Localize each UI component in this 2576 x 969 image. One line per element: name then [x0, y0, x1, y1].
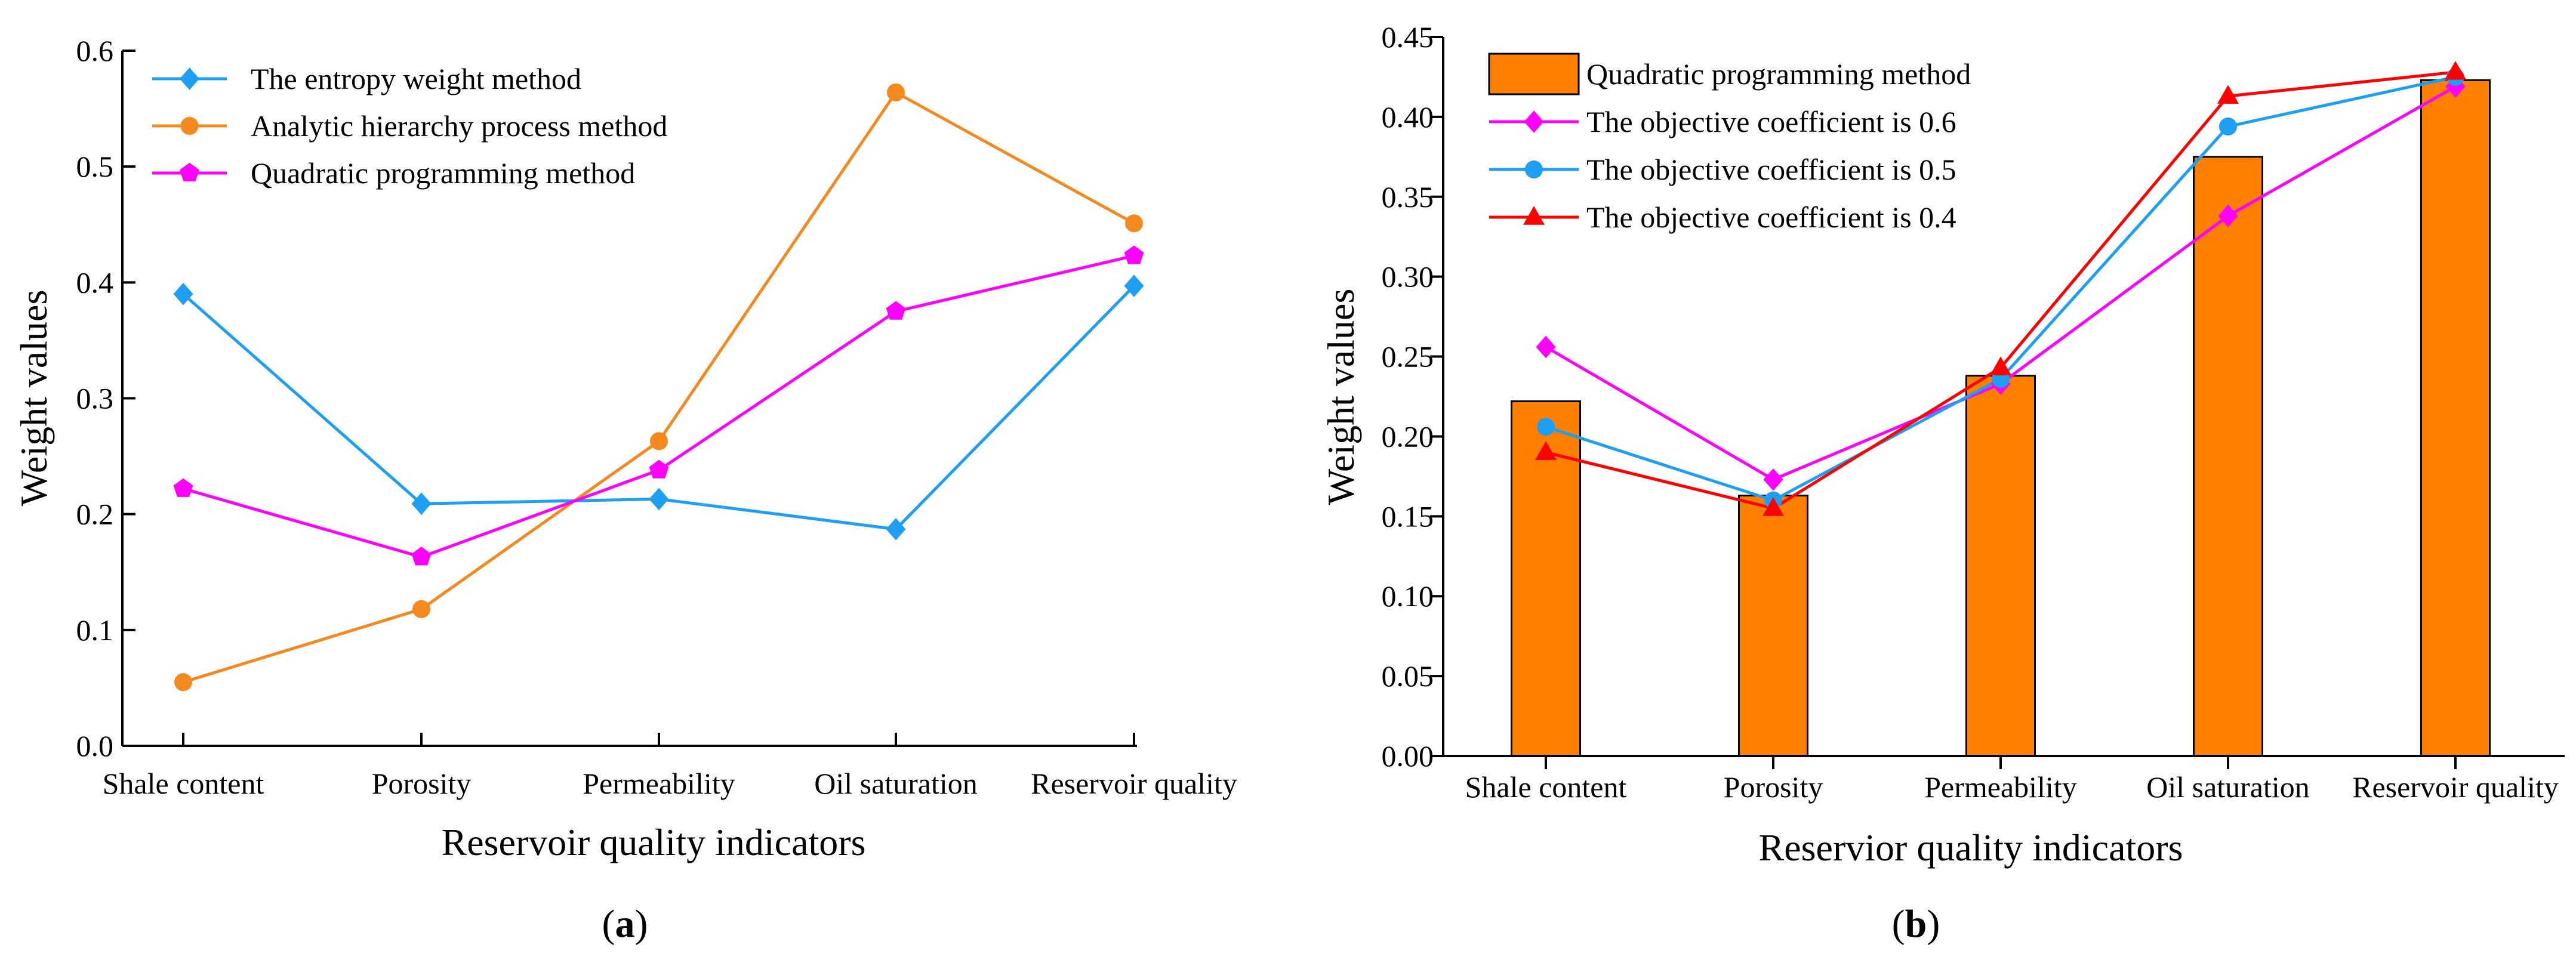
- x-tick-label: Oil saturation: [814, 767, 978, 800]
- x-axis-title: Reservoir quality indicators: [442, 821, 866, 863]
- legend-label: The entropy weight method: [251, 62, 581, 95]
- legend-marker: [180, 117, 199, 135]
- x-tick-label: Porosity: [372, 767, 472, 800]
- data-point: [1763, 468, 1783, 491]
- y-tick-label: 0.45: [1382, 20, 1434, 54]
- legend-marker: [1525, 161, 1543, 178]
- data-point: [1990, 356, 2011, 376]
- legend-label: Analytic hierarchy process method: [251, 109, 667, 143]
- legend-label: The objective coefficient is 0.4: [1586, 200, 1956, 234]
- caption-a: (a): [602, 902, 648, 946]
- y-tick-label: 0.35: [1382, 180, 1434, 214]
- data-point: [173, 283, 193, 305]
- data-point: [2445, 61, 2466, 80]
- data-point: [1537, 418, 1555, 436]
- data-point: [411, 492, 432, 515]
- x-tick-label: Permeability: [583, 767, 735, 800]
- y-tick-label: 0.15: [1382, 499, 1434, 533]
- bar: [2193, 156, 2263, 757]
- y-tick-label: 0.6: [76, 34, 114, 67]
- y-tick-label: 0.1: [76, 613, 114, 647]
- x-tick-label: Permeability: [1924, 770, 2077, 804]
- legend-label: Quadratic programming method: [1586, 57, 1971, 91]
- bar: [1738, 495, 1808, 757]
- bar: [1511, 400, 1581, 757]
- legend-label: Quadratic programming method: [251, 156, 635, 190]
- caption-b-letter: b: [1905, 902, 1927, 946]
- data-point: [1535, 441, 1557, 460]
- data-point: [650, 432, 668, 450]
- data-point: [1124, 274, 1144, 297]
- data-point: [886, 301, 906, 320]
- y-axis-title: Weight values: [1320, 289, 1362, 505]
- data-point: [2219, 117, 2237, 135]
- data-point: [2217, 85, 2239, 104]
- y-tick-label: 0.40: [1382, 100, 1434, 134]
- data-point: [1762, 497, 1784, 516]
- data-point: [886, 518, 906, 541]
- data-point: [174, 673, 192, 692]
- caption-a-letter: a: [615, 902, 635, 946]
- legend-marker: [1524, 110, 1544, 133]
- x-tick-label: Porosity: [1724, 770, 1823, 804]
- legend-label: The objective coefficient is 0.5: [1586, 153, 1956, 186]
- legend-swatch: [1488, 53, 1580, 95]
- data-point: [1124, 245, 1144, 264]
- y-tick-label: 0.0: [76, 729, 114, 763]
- caption-b: (b): [1892, 902, 1940, 946]
- x-tick-label: Reservoir quality: [2352, 770, 2559, 804]
- data-point: [411, 547, 432, 566]
- bar: [1965, 375, 2036, 757]
- y-tick-label: 0.30: [1382, 260, 1434, 294]
- x-tick-label: Shale content: [1465, 770, 1627, 804]
- y-tick-label: 0.3: [76, 382, 114, 415]
- legend-marker: [180, 162, 199, 181]
- y-tick-label: 0.25: [1382, 340, 1434, 374]
- x-tick-label: Reservoir quality: [1031, 767, 1237, 800]
- data-point: [1125, 214, 1143, 233]
- y-tick-label: 0.2: [76, 498, 114, 531]
- data-point: [412, 600, 430, 618]
- y-tick-label: 0.05: [1382, 659, 1434, 693]
- chart-b: 0.00 0.05 0.10 0.15 0.20 0.25 0.30 0.35 0.40 0.45…: [1320, 20, 2565, 946]
- y-tick-label: 0.10: [1382, 579, 1434, 613]
- legend-label: The objective coefficient is 0.6: [1586, 105, 1956, 138]
- x-tick-label: Shale content: [103, 767, 264, 800]
- x-tick-label: Oil saturation: [2146, 770, 2310, 804]
- y-axis-title: Weight values: [13, 290, 55, 507]
- y-tick-label: 0.4: [76, 266, 114, 299]
- data-point: [887, 83, 905, 101]
- data-point: [1536, 335, 1556, 359]
- bar: [2420, 79, 2491, 757]
- legend-marker: [1523, 206, 1545, 225]
- chart-a: 0.0 0.1 0.2 0.3 0.4 0.5 0.6 Shale content Poros…: [13, 34, 1237, 946]
- series-line-quadratic-programming-method: [183, 254, 1135, 559]
- data-point: [649, 487, 669, 511]
- legend-marker: [180, 67, 199, 90]
- y-tick-label: 0.5: [76, 150, 114, 183]
- data-point: [173, 478, 193, 497]
- data-point: [2218, 205, 2238, 227]
- data-point: [649, 459, 669, 479]
- y-tick-label: 0.00: [1382, 739, 1434, 773]
- y-tick-label: 0.20: [1382, 419, 1434, 453]
- x-axis-title: Reservior quality indicators: [1759, 826, 2183, 869]
